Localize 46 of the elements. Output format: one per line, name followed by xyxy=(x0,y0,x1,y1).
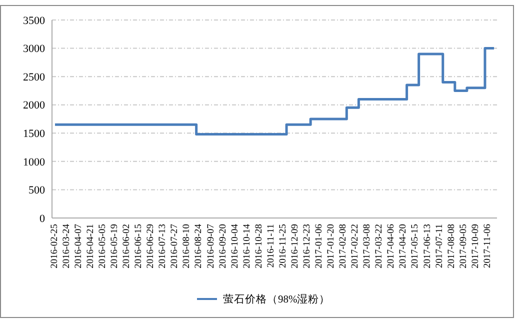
x-tick-label: 2017-02-22 xyxy=(350,224,361,268)
x-tick-label: 2017-04-20 xyxy=(398,224,409,268)
x-tick-label: 2016-09-20 xyxy=(218,224,228,268)
x-tick-label: 2016-09-07 xyxy=(206,224,216,268)
x-tick-label: 2016-11-11 xyxy=(266,224,276,268)
x-tick-label: 2016-08-24 xyxy=(194,224,204,268)
x-tick-label: 2017-03-22 xyxy=(374,224,385,268)
x-tick-label: 2016-03-24 xyxy=(62,224,72,268)
x-tick-label: 2016-12-09 xyxy=(290,224,300,268)
y-tick-label: 1000 xyxy=(23,156,46,168)
x-tick-label: 2017-01-20 xyxy=(326,224,337,268)
y-tick-label: 3500 xyxy=(23,14,46,27)
x-tick-label: 2017-05-15 xyxy=(410,224,421,268)
x-tick-label: 2017-11-06 xyxy=(482,224,493,268)
x-tick-label: 2017-01-06 xyxy=(314,224,324,268)
y-tick-label: 3000 xyxy=(23,43,46,56)
x-tick-label: 2016-04-21 xyxy=(86,224,96,268)
legend-label: 萤石价格（98%湿粉） xyxy=(223,292,330,306)
x-tick-label: 2017-06-13 xyxy=(422,224,433,268)
y-tick-label: 2500 xyxy=(23,71,46,84)
x-tick-label: 2016-11-25 xyxy=(278,224,288,268)
x-tick-label: 2016-06-15 xyxy=(134,224,144,268)
x-tick-label: 2016-04-07 xyxy=(74,224,84,268)
x-tick-label: 2016-10-14 xyxy=(242,224,252,268)
x-tick-label: 2017-03-08 xyxy=(362,224,373,268)
x-tick-label: 2017-08-08 xyxy=(446,224,457,268)
x-tick-label: 2016-05-05 xyxy=(98,224,108,268)
y-tick-label: 2000 xyxy=(23,100,46,112)
x-tick-label: 2016-02-25 xyxy=(50,224,60,268)
x-tick-label: 2017-10-09 xyxy=(470,224,481,268)
x-tick-label: 2016-06-02 xyxy=(122,224,132,268)
x-tick-label: 2016-07-27 xyxy=(170,224,180,268)
x-tick-label: 2016-08-10 xyxy=(182,224,192,268)
x-tick-label: 2016-05-19 xyxy=(110,224,120,268)
y-tick-label: 1500 xyxy=(23,128,46,140)
x-tick-label: 2016-06-29 xyxy=(146,224,156,268)
x-tick-label: 2016-12-23 xyxy=(302,224,312,268)
x-tick-label: 2017-02-08 xyxy=(338,224,349,268)
x-tick-label: 2016-10-28 xyxy=(254,224,264,268)
y-tick-label: 500 xyxy=(28,184,46,197)
x-tick-label: 2017-04-06 xyxy=(386,224,397,268)
x-tick-label: 2016-10-04 xyxy=(230,224,240,268)
x-tick-label: 2017-07-11 xyxy=(434,224,445,268)
y-tick-label: 0 xyxy=(40,212,46,225)
x-tick-label: 2017-09-05 xyxy=(458,224,469,268)
x-tick-label: 2016-07-13 xyxy=(158,224,168,268)
